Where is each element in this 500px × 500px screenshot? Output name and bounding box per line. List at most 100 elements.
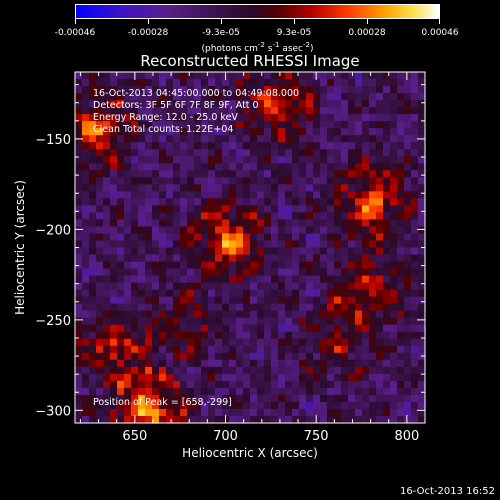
heatmap-cell — [124, 177, 132, 185]
heatmap-cell — [264, 93, 272, 101]
heatmap-cell — [131, 373, 139, 382]
heatmap-cell — [327, 128, 335, 136]
heatmap-cell — [138, 387, 146, 396]
heatmap-cell — [180, 380, 188, 389]
heatmap-cell — [166, 359, 174, 368]
heatmap-cell — [362, 366, 370, 375]
heatmap-cell — [124, 275, 132, 284]
heatmap-cell — [159, 121, 167, 129]
heatmap-cell — [313, 275, 321, 284]
heatmap-cell — [75, 163, 83, 171]
heatmap-cell — [222, 317, 230, 326]
heatmap-cell — [397, 79, 405, 87]
heatmap-cell — [390, 198, 398, 206]
heatmap-cell — [264, 198, 272, 206]
heatmap-cell — [376, 247, 384, 256]
heatmap-cell — [194, 303, 202, 312]
heatmap-cell — [110, 331, 118, 340]
heatmap-cell — [201, 79, 209, 87]
heatmap-cell — [131, 331, 139, 340]
heatmap-cell — [299, 205, 307, 213]
heatmap-cell — [103, 170, 111, 178]
heatmap-cell — [404, 359, 412, 368]
heatmap-cell — [271, 198, 279, 206]
heatmap-cell — [397, 191, 405, 199]
heatmap-cell — [131, 100, 139, 108]
heatmap-cell — [313, 240, 321, 249]
heatmap-cell — [236, 135, 244, 143]
heatmap-cell — [404, 198, 412, 206]
heatmap-cell — [159, 324, 167, 333]
heatmap-cell — [166, 310, 174, 319]
heatmap-cell — [173, 79, 181, 87]
heatmap-cell — [187, 93, 195, 101]
heatmap-cell — [75, 240, 83, 249]
heatmap-cell — [418, 247, 426, 256]
heatmap-cell — [411, 359, 419, 368]
heatmap-cell — [355, 408, 363, 417]
heatmap-cell — [418, 79, 426, 87]
heatmap-cell — [285, 338, 293, 347]
heatmap-cell — [250, 310, 258, 319]
heatmap-cell — [110, 142, 118, 150]
heatmap-cell — [96, 394, 104, 403]
heatmap-cell — [145, 177, 153, 185]
heatmap-cell — [96, 254, 104, 263]
heatmap-cell — [96, 149, 104, 157]
heatmap-cell — [103, 79, 111, 87]
heatmap-cell — [166, 121, 174, 129]
heatmap-cell — [341, 373, 349, 382]
heatmap-cell — [201, 121, 209, 129]
heatmap-cell — [369, 170, 377, 178]
y-axis-label: Heliocentric Y (arcsec) — [13, 180, 27, 315]
heatmap-cell — [334, 191, 342, 199]
heatmap-cell — [82, 387, 90, 396]
heatmap-cell — [138, 142, 146, 150]
heatmap-cell — [411, 317, 419, 326]
heatmap-cell — [229, 310, 237, 319]
heatmap-cell — [138, 107, 146, 115]
heatmap-cell — [173, 275, 181, 284]
heatmap-cell — [411, 198, 419, 206]
heatmap-cell — [236, 282, 244, 291]
heatmap-cell — [194, 191, 202, 199]
heatmap-cell — [278, 240, 286, 249]
heatmap-cell — [271, 233, 279, 242]
heatmap-cell — [110, 198, 118, 206]
heatmap-cell — [250, 212, 258, 221]
heatmap-cell — [355, 331, 363, 340]
heatmap-cell — [299, 219, 307, 228]
heatmap-cell — [75, 373, 83, 382]
heatmap-cell — [362, 212, 370, 221]
heatmap-cell — [355, 191, 363, 199]
heatmap-cell — [271, 275, 279, 284]
heatmap-cell — [131, 254, 139, 263]
heatmap-cell — [187, 114, 195, 122]
heatmap-cell — [348, 324, 356, 333]
heatmap-cell — [138, 282, 146, 291]
heatmap-cell — [124, 114, 132, 122]
heatmap-cell — [173, 170, 181, 178]
heatmap-cell — [271, 121, 279, 129]
heatmap-cell — [278, 331, 286, 340]
heatmap-cell — [320, 401, 328, 410]
heatmap-cell — [390, 72, 398, 80]
heatmap-cell — [362, 303, 370, 312]
heatmap-cell — [152, 191, 160, 199]
heatmap-cell — [278, 142, 286, 150]
heatmap-cell — [243, 373, 251, 382]
heatmap-cell — [285, 401, 293, 410]
heatmap-cell — [397, 324, 405, 333]
heatmap-cell — [404, 401, 412, 410]
heatmap-cell — [320, 240, 328, 249]
heatmap-cell — [320, 387, 328, 396]
heatmap-cell — [138, 163, 146, 171]
heatmap-cell — [187, 394, 195, 403]
heatmap-cell — [313, 345, 321, 354]
heatmap-cell — [341, 72, 349, 80]
heatmap-cell — [278, 121, 286, 129]
heatmap-cell — [404, 177, 412, 185]
heatmap-cell — [89, 303, 97, 312]
heatmap-cell — [411, 142, 419, 150]
heatmap-cell — [348, 114, 356, 122]
